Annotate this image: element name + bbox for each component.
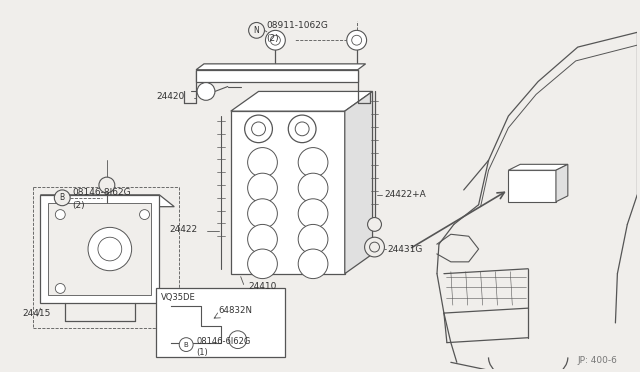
Circle shape xyxy=(179,338,193,352)
Circle shape xyxy=(54,190,70,206)
Bar xyxy=(231,111,345,274)
Polygon shape xyxy=(40,195,159,303)
Text: (1): (1) xyxy=(196,348,208,357)
Text: 08146-8l62G: 08146-8l62G xyxy=(72,188,131,198)
Text: (2): (2) xyxy=(72,201,84,210)
Circle shape xyxy=(244,115,273,142)
Circle shape xyxy=(248,224,277,254)
Circle shape xyxy=(55,210,65,219)
Text: VQ35DE: VQ35DE xyxy=(161,294,196,302)
Polygon shape xyxy=(231,92,372,111)
Bar xyxy=(156,288,285,357)
Circle shape xyxy=(252,122,266,136)
Text: JP: 400-6: JP: 400-6 xyxy=(577,356,618,365)
Text: B: B xyxy=(184,341,189,347)
Circle shape xyxy=(367,218,381,231)
Circle shape xyxy=(98,237,122,261)
Text: 24431G: 24431G xyxy=(387,244,423,254)
Text: 24420: 24420 xyxy=(156,92,185,101)
Bar xyxy=(49,203,152,295)
Circle shape xyxy=(228,331,246,349)
Text: 24422: 24422 xyxy=(170,225,198,234)
Text: (2): (2) xyxy=(266,34,279,43)
Circle shape xyxy=(347,31,367,50)
Circle shape xyxy=(298,173,328,203)
Circle shape xyxy=(295,122,309,136)
Circle shape xyxy=(365,237,385,257)
Circle shape xyxy=(288,115,316,142)
Polygon shape xyxy=(556,164,568,202)
Circle shape xyxy=(298,199,328,228)
Circle shape xyxy=(298,224,328,254)
Polygon shape xyxy=(196,64,365,70)
Circle shape xyxy=(271,35,280,45)
Circle shape xyxy=(248,22,264,38)
Polygon shape xyxy=(508,164,568,170)
Circle shape xyxy=(140,210,150,219)
Text: 24415: 24415 xyxy=(22,308,51,318)
Circle shape xyxy=(248,249,277,279)
Bar xyxy=(508,170,556,202)
Circle shape xyxy=(298,249,328,279)
Circle shape xyxy=(248,199,277,228)
Circle shape xyxy=(352,35,362,45)
Circle shape xyxy=(99,177,115,193)
Circle shape xyxy=(55,283,65,294)
Circle shape xyxy=(197,83,215,100)
Polygon shape xyxy=(345,92,372,274)
Circle shape xyxy=(298,148,328,177)
Polygon shape xyxy=(196,70,358,81)
Text: 08911-1062G: 08911-1062G xyxy=(266,21,328,30)
Text: 08146-6l62G: 08146-6l62G xyxy=(196,337,250,346)
Text: B: B xyxy=(60,193,65,202)
Text: 24410: 24410 xyxy=(248,282,277,291)
Circle shape xyxy=(248,173,277,203)
Circle shape xyxy=(248,148,277,177)
Text: 64832N: 64832N xyxy=(218,306,252,315)
Circle shape xyxy=(266,31,285,50)
Text: 24422+A: 24422+A xyxy=(385,190,426,199)
Text: N: N xyxy=(253,26,259,35)
Circle shape xyxy=(369,242,380,252)
Polygon shape xyxy=(40,195,174,207)
Circle shape xyxy=(88,227,132,271)
